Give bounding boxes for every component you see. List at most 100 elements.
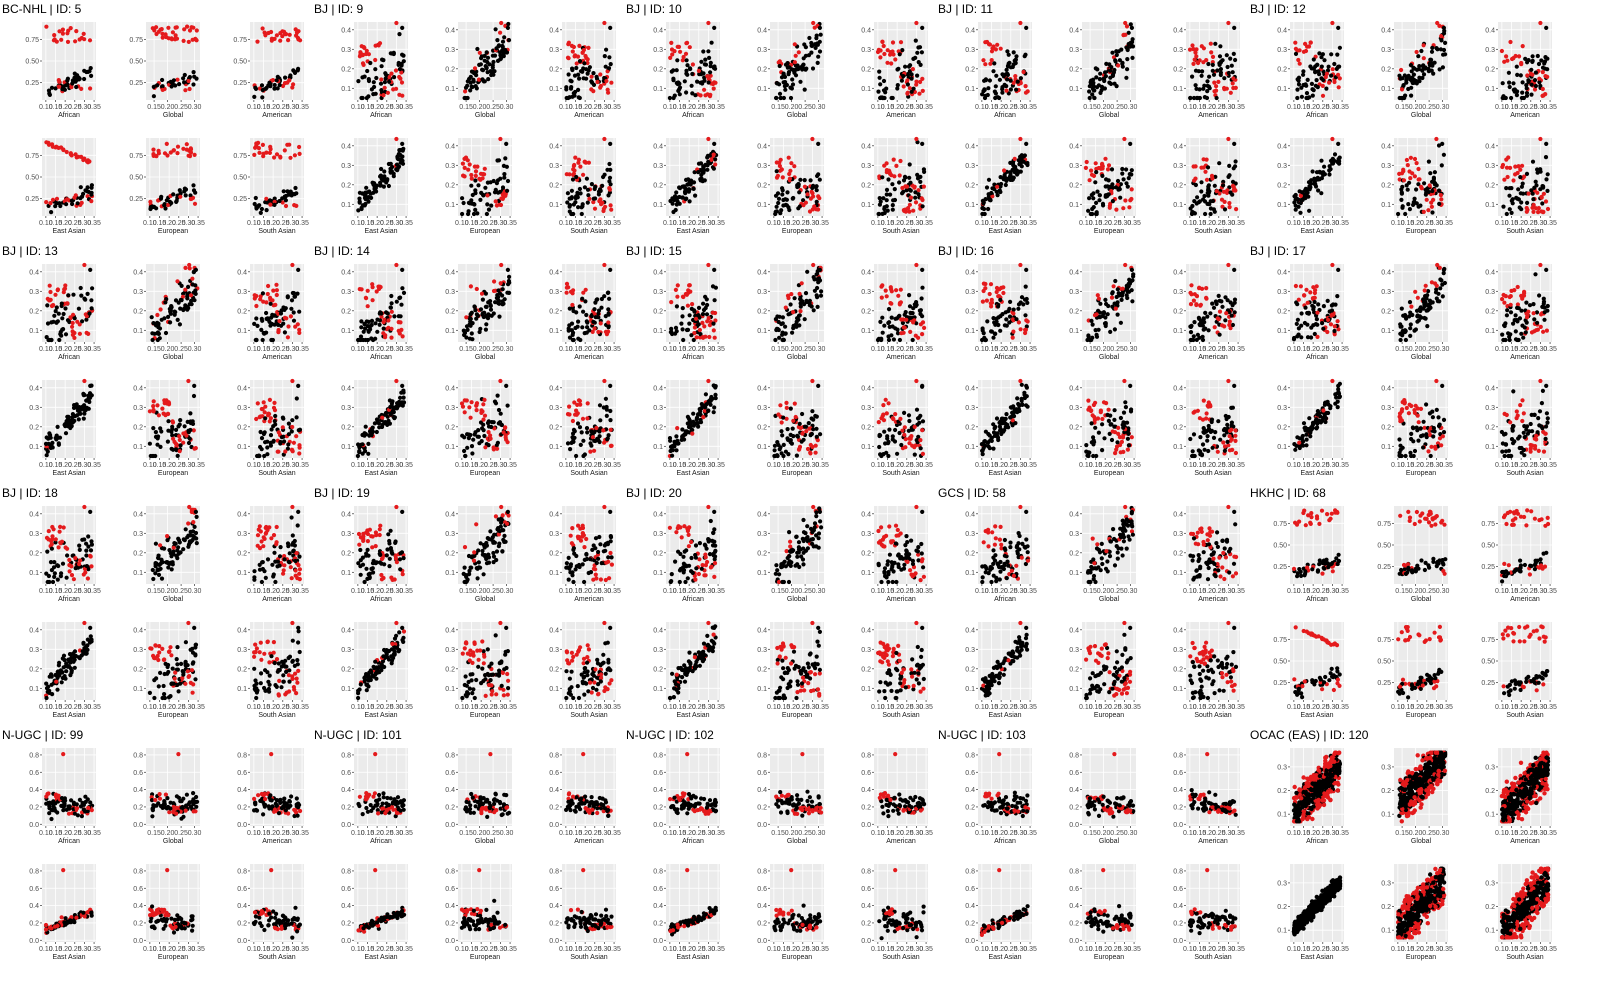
point-highlight — [1323, 74, 1328, 80]
point — [272, 313, 277, 318]
point — [253, 85, 258, 90]
x-tick-label: 0.10 — [39, 346, 53, 353]
point — [1540, 65, 1546, 70]
scatter-plot: 0.250.500.750.100.150.200.250.300.35Euro… — [129, 138, 205, 235]
point-highlight — [84, 314, 89, 319]
point-highlight — [295, 322, 300, 327]
point-highlight — [898, 40, 904, 45]
point-highlight — [357, 287, 362, 292]
point-highlight — [87, 38, 93, 43]
point-highlight — [1123, 198, 1128, 203]
point-highlight — [1540, 86, 1545, 92]
point-highlight — [61, 290, 66, 295]
point-highlight — [787, 176, 792, 181]
point — [505, 188, 510, 193]
point-highlight — [609, 80, 614, 85]
x-axis-label: American — [262, 112, 292, 119]
point — [63, 431, 69, 436]
point — [899, 78, 904, 83]
point-highlight — [485, 193, 490, 198]
point-highlight — [774, 175, 780, 180]
point — [79, 293, 84, 298]
point — [1010, 160, 1016, 166]
point — [506, 282, 511, 287]
scatter-panel: 0.1 0.2 0.3 0.4 0.10 0.15 0.20 0.25 0.30 0.35 Sout… — [522, 374, 622, 484]
point — [505, 25, 510, 30]
point — [577, 59, 583, 64]
point-highlight — [1536, 206, 1541, 211]
point — [363, 326, 368, 331]
y-tick-label: 0.4 — [653, 27, 663, 34]
point — [181, 76, 186, 81]
scatter-plot: 0.10.20.30.40.100.150.200.250.300.35Euro… — [445, 378, 517, 477]
point — [366, 451, 371, 456]
point — [182, 72, 187, 78]
x-tick-label: 0.15 — [1089, 220, 1103, 227]
point-highlight — [1435, 20, 1440, 26]
scatter-panel: 0.1 0.2 0.3 0.4 0.10 0.15 0.20 0.25 0.30 0.35 Afri… — [314, 16, 414, 126]
point — [470, 451, 475, 456]
point-highlight — [173, 25, 178, 30]
point — [1129, 168, 1134, 173]
point — [1110, 199, 1115, 204]
y-tick-label: 0.3 — [549, 47, 559, 54]
x-tick-label: 0.25 — [486, 104, 500, 111]
point-highlight — [1093, 161, 1098, 166]
x-axis-label: Global — [787, 112, 808, 119]
point — [54, 305, 59, 310]
point-highlight — [1434, 136, 1439, 142]
x-tick-label: 0.15 — [1401, 220, 1415, 227]
x-tick-label: 0.15 — [153, 220, 167, 227]
point — [72, 403, 77, 408]
y-tick-label: 0.1 — [445, 444, 455, 451]
point — [264, 310, 269, 316]
y-tick-label: 0.2 — [445, 66, 455, 73]
point-highlight — [379, 314, 384, 319]
point — [1010, 64, 1015, 70]
point-highlight — [263, 404, 268, 409]
point-highlight — [597, 199, 602, 204]
point — [394, 299, 399, 304]
point — [259, 327, 264, 332]
point — [504, 383, 509, 388]
point — [1422, 181, 1427, 186]
point — [468, 432, 473, 438]
point — [890, 203, 895, 208]
point-highlight — [608, 203, 613, 208]
point — [909, 89, 914, 94]
point — [798, 79, 803, 84]
y-tick-label: 0.2 — [1069, 66, 1079, 73]
point — [369, 195, 374, 200]
y-tick-label: 0.1 — [1069, 202, 1079, 209]
x-tick-label: 0.10 — [1183, 104, 1197, 111]
point-highlight — [265, 291, 270, 297]
x-axis-label: Global — [163, 354, 184, 361]
point-highlight — [85, 158, 91, 163]
point — [1529, 82, 1534, 87]
point — [173, 310, 178, 315]
point-highlight — [1127, 205, 1132, 210]
point — [685, 63, 690, 68]
x-tick-label: 0.30 — [500, 104, 514, 111]
point — [358, 334, 364, 339]
point — [590, 80, 595, 85]
y-tick-label: 0.2 — [341, 424, 351, 431]
y-tick-label: 0.2 — [1485, 66, 1495, 73]
point-highlight — [165, 153, 170, 158]
point-highlight — [365, 288, 370, 293]
y-tick-label: 0.2 — [29, 308, 39, 315]
point — [469, 183, 474, 188]
point — [701, 49, 706, 54]
point — [1307, 208, 1312, 213]
point — [1520, 90, 1525, 95]
scatter-panel: 0.1 0.2 0.3 0.4 0.10 0.15 0.20 0.25 0.30 0.35 Euro… — [1354, 132, 1454, 242]
point — [1206, 190, 1211, 196]
point-highlight — [178, 194, 183, 199]
point — [1409, 85, 1414, 90]
point — [803, 45, 808, 50]
point — [1120, 171, 1125, 176]
point-highlight — [498, 281, 503, 286]
point — [877, 196, 882, 201]
x-tick-label: 0.25 — [68, 462, 82, 469]
x-tick-label: 0.30 — [1014, 104, 1028, 111]
